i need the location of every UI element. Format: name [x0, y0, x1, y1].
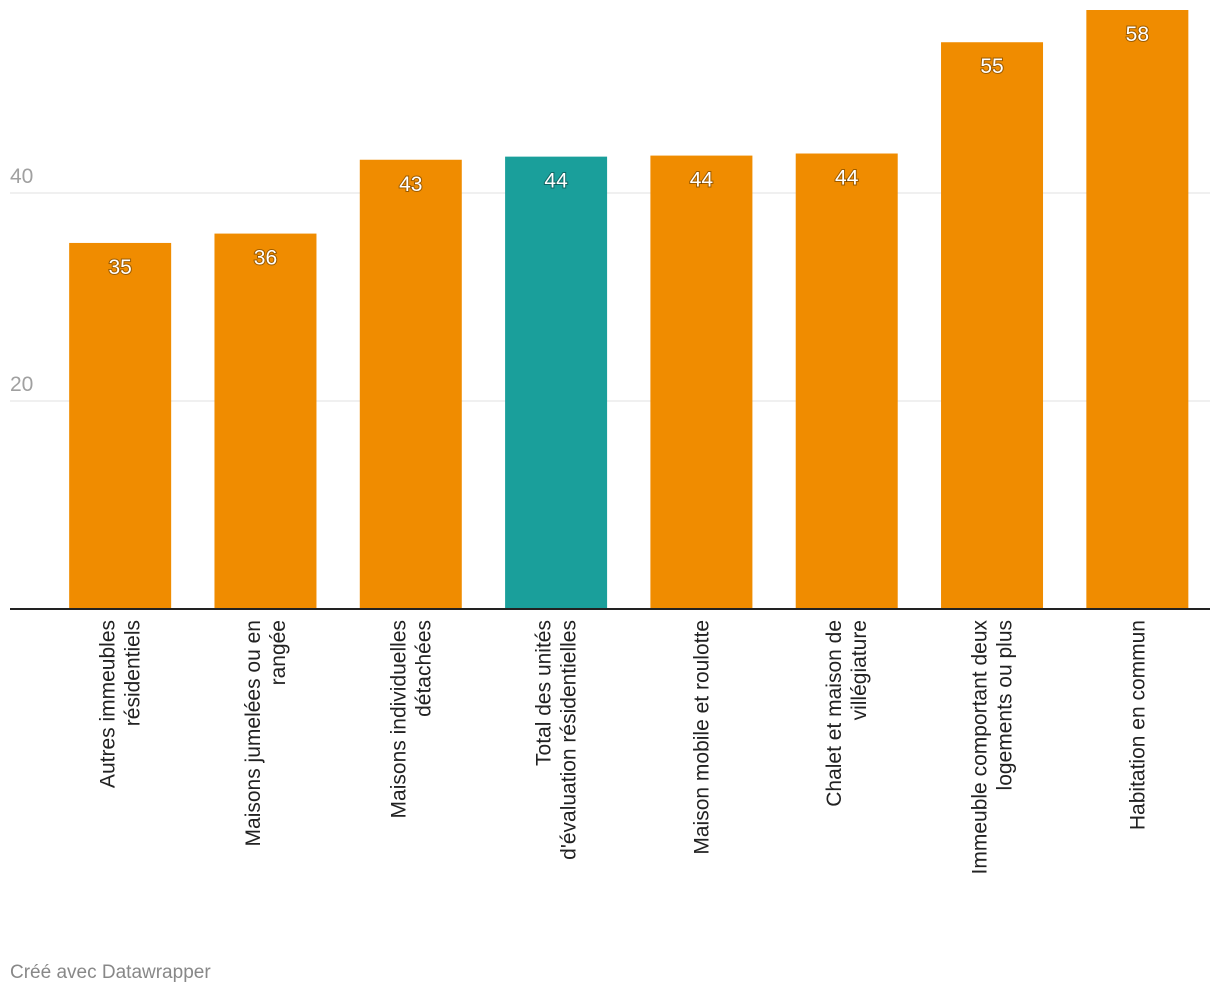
value-label: 43: [399, 173, 422, 196]
x-tick-label: Habitation en commun: [1126, 620, 1149, 830]
value-label: 36: [254, 247, 277, 270]
x-tick-label: Immeuble comportant deux logements ou pl…: [969, 620, 1017, 875]
y-tick-label: 40: [10, 165, 33, 188]
x-tick-label: Maisons individuelles détachées: [387, 620, 435, 818]
value-label: 44: [835, 167, 859, 190]
x-tick-label: Maison mobile et roulotte: [690, 620, 713, 855]
value-label: 58: [1126, 23, 1149, 46]
bar: [795, 153, 898, 609]
x-tick-label: Chalet et maison de villégiature: [823, 620, 871, 807]
x-tick-label: Maisons jumelées ou en rangée: [242, 620, 290, 846]
bar: [359, 159, 462, 609]
value-label: 44: [544, 170, 568, 193]
value-label: 44: [690, 169, 714, 192]
bar: [214, 233, 317, 609]
value-label: 55: [980, 55, 1003, 78]
x-tick-label: Total des unités d'évaluation résidentie…: [533, 620, 581, 866]
y-tick-label: 20: [10, 373, 33, 396]
bar: [650, 155, 753, 609]
bar: [1086, 10, 1189, 609]
value-label: 35: [108, 256, 131, 279]
bar: [69, 242, 172, 609]
bar: [941, 42, 1044, 609]
footer: Créé avec Datawrapper: [10, 962, 211, 983]
x-tick-label: Autres immeubles résidentiels: [97, 620, 145, 788]
bar: [505, 156, 608, 610]
